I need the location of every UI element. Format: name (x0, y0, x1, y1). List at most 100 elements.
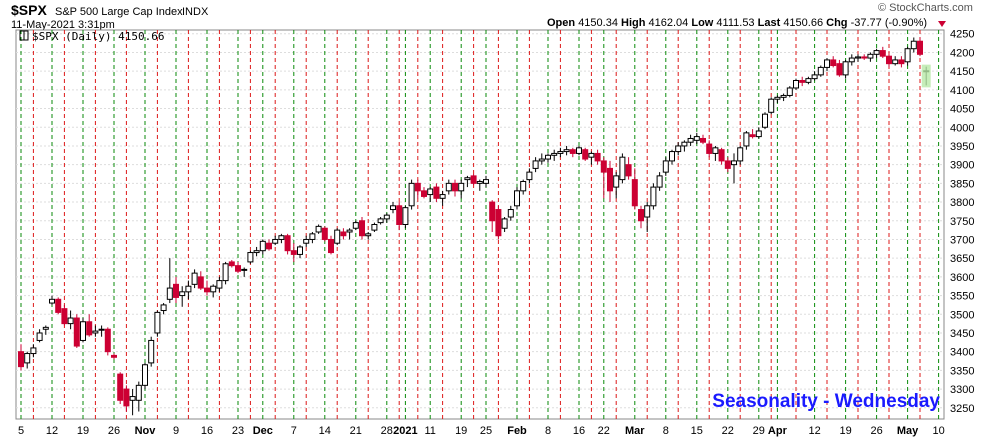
candle-body (421, 190, 427, 197)
candle-down (706, 140, 713, 158)
candle-body (216, 280, 223, 289)
candle-body (135, 384, 142, 401)
candle-body (848, 57, 855, 63)
y-tick-label: 3250 (950, 403, 974, 415)
candle-body (278, 235, 285, 240)
vertical-gridlines (20, 30, 940, 419)
candle-body (793, 79, 799, 89)
candle-down (340, 228, 347, 240)
candle-body (675, 145, 682, 153)
candle-body (309, 233, 316, 240)
candle-body (867, 53, 874, 59)
candle-body (266, 242, 272, 250)
candle-up (650, 183, 657, 210)
y-tick-label: 3950 (950, 141, 974, 153)
down-arrow-icon (938, 21, 946, 27)
candle-down (197, 271, 204, 290)
stockcharts-watermark: © StockCharts.com (878, 2, 973, 14)
candle-down (607, 160, 613, 203)
candle-body (222, 263, 229, 282)
y-tick-label: 4200 (950, 47, 974, 59)
candle-body (768, 98, 775, 113)
candle-body (303, 238, 310, 244)
candle-body (700, 137, 706, 143)
candle-body (414, 182, 421, 192)
candle-body (197, 276, 204, 289)
candle-up (743, 130, 750, 150)
candle-body (799, 79, 806, 83)
candle-body (638, 209, 644, 222)
candle-body (98, 328, 105, 331)
candle-body (340, 231, 347, 237)
y-tick-label: 3750 (950, 216, 974, 228)
candle-up (135, 381, 142, 412)
candle-down (359, 217, 365, 240)
candle-body (706, 143, 713, 154)
candle-up (892, 56, 899, 66)
candle-series (18, 37, 931, 416)
candle-up (921, 64, 931, 88)
candle-down (235, 261, 241, 274)
candle-up (526, 168, 533, 184)
candle-body (142, 364, 148, 386)
candle-body (489, 201, 496, 222)
candle-body (284, 235, 291, 252)
candle-body (191, 272, 198, 285)
candle-body (123, 388, 130, 407)
candle-up (545, 153, 551, 163)
candle-up (619, 153, 626, 184)
candle-down (414, 179, 421, 199)
y-axis: 3250 3300 3350 3400 3450 3500 3550 3600 3650 3700… (950, 29, 974, 415)
candle-up (693, 132, 700, 145)
candle-body (433, 186, 440, 199)
candle-up (520, 179, 527, 195)
candle-down (718, 147, 725, 165)
candle-down (328, 235, 334, 255)
candle-body (613, 175, 620, 188)
candle-body (904, 48, 911, 63)
candle-down (861, 54, 868, 60)
ohlc-stats: Open 4150.34 High 4162.04 Low 4111.53 La… (547, 17, 927, 29)
candle-up (352, 220, 359, 231)
candle-body (545, 154, 551, 160)
candle-up (247, 250, 254, 264)
candle-up (532, 157, 539, 173)
candle-up (576, 145, 582, 156)
candle-down (470, 174, 477, 186)
candle-body (582, 149, 589, 160)
candle-up (551, 149, 558, 161)
candle-body (892, 59, 899, 65)
candle-up (904, 46, 911, 66)
candle-up (483, 175, 489, 188)
candle-body (681, 141, 688, 147)
candle-body (117, 373, 124, 401)
candle-body (49, 298, 55, 304)
candle-body (334, 229, 341, 244)
candle-down (724, 157, 731, 173)
candle-body (247, 252, 254, 263)
candle-body (297, 246, 303, 255)
seasonality-annotation: Seasonality - Wednesday (712, 391, 940, 412)
x-tick-label: 9 (173, 425, 179, 437)
x-tick-label: 8 (545, 425, 551, 437)
candle-up (148, 336, 155, 367)
candle-down (61, 304, 68, 326)
candle-body (439, 194, 446, 199)
candle-down (73, 314, 80, 348)
candle-down (700, 134, 706, 145)
candle-down (86, 314, 93, 337)
candle-up (824, 58, 830, 72)
candle-body (346, 229, 353, 233)
candle-body (526, 171, 533, 181)
candle-body (743, 132, 750, 147)
candle-body (656, 175, 663, 188)
candle-body (861, 56, 868, 59)
plot-frame (15, 29, 945, 420)
candle-up (445, 179, 452, 195)
candle-down (631, 168, 638, 210)
candle-body (235, 265, 241, 272)
candle-body (774, 96, 781, 100)
candle-body (724, 160, 731, 169)
candle-up (507, 205, 514, 221)
